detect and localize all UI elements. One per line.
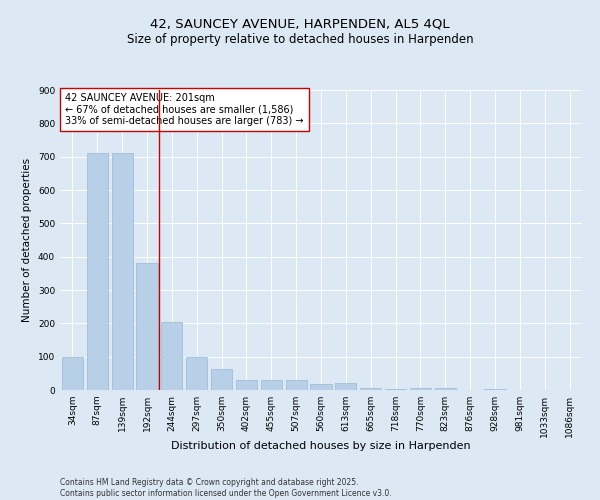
Bar bbox=[484, 388, 506, 390]
Text: Contains HM Land Registry data © Crown copyright and database right 2025.
Contai: Contains HM Land Registry data © Crown c… bbox=[60, 478, 392, 498]
Bar bbox=[410, 388, 431, 390]
Text: Size of property relative to detached houses in Harpenden: Size of property relative to detached ho… bbox=[127, 32, 473, 46]
Y-axis label: Number of detached properties: Number of detached properties bbox=[22, 158, 32, 322]
Bar bbox=[186, 358, 207, 390]
Text: 42 SAUNCEY AVENUE: 201sqm
← 67% of detached houses are smaller (1,586)
33% of se: 42 SAUNCEY AVENUE: 201sqm ← 67% of detac… bbox=[65, 93, 304, 126]
X-axis label: Distribution of detached houses by size in Harpenden: Distribution of detached houses by size … bbox=[171, 441, 471, 451]
Bar bbox=[261, 380, 282, 390]
Bar bbox=[112, 154, 133, 390]
Bar bbox=[310, 384, 332, 390]
Bar bbox=[236, 380, 257, 390]
Bar bbox=[211, 368, 232, 390]
Bar bbox=[385, 388, 406, 390]
Bar bbox=[87, 154, 108, 390]
Bar bbox=[360, 388, 381, 390]
Bar bbox=[335, 384, 356, 390]
Bar bbox=[286, 380, 307, 390]
Text: 42, SAUNCEY AVENUE, HARPENDEN, AL5 4QL: 42, SAUNCEY AVENUE, HARPENDEN, AL5 4QL bbox=[150, 18, 450, 30]
Bar bbox=[62, 356, 83, 390]
Bar bbox=[136, 264, 158, 390]
Bar bbox=[161, 322, 182, 390]
Bar bbox=[435, 388, 456, 390]
